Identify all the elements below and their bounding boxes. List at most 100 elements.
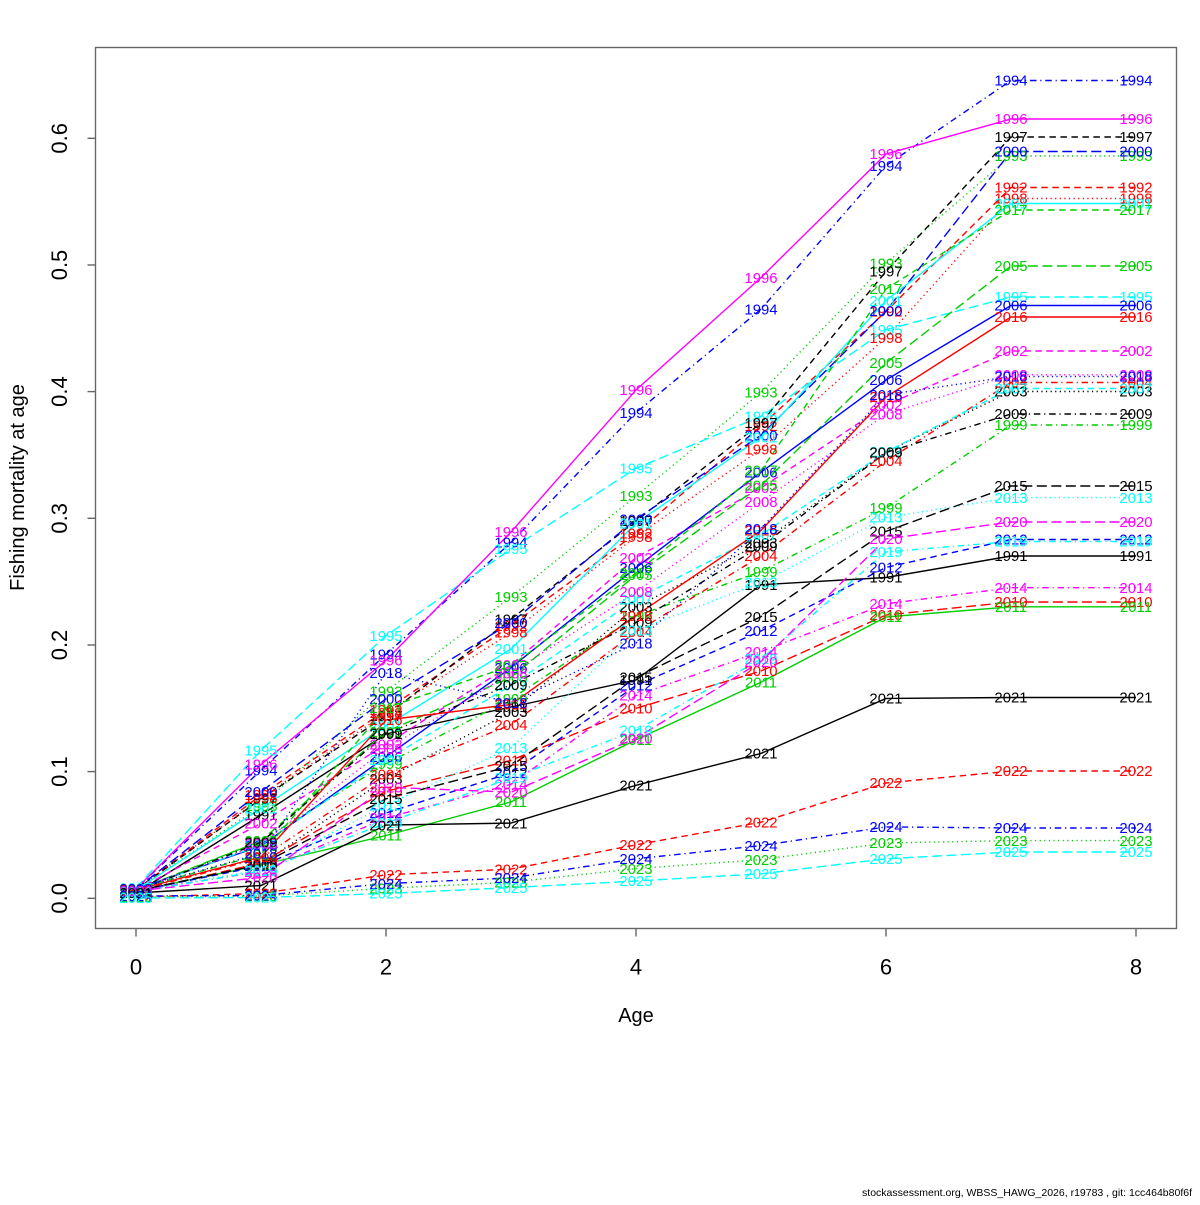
svg-text:2004: 2004 [994, 376, 1027, 392]
svg-text:2023: 2023 [369, 882, 402, 898]
svg-text:2023: 2023 [1119, 834, 1152, 850]
svg-text:2025: 2025 [1119, 845, 1152, 861]
svg-text:2009: 2009 [744, 539, 777, 555]
svg-text:2015: 2015 [869, 525, 902, 541]
svg-text:2014: 2014 [494, 778, 527, 794]
svg-text:2018: 2018 [494, 696, 527, 712]
svg-text:2012: 2012 [619, 679, 652, 695]
svg-text:1996: 1996 [869, 147, 902, 163]
svg-text:0.6: 0.6 [47, 123, 72, 154]
svg-text:2013: 2013 [369, 798, 402, 814]
svg-text:2014: 2014 [869, 597, 902, 613]
svg-text:1993: 1993 [744, 386, 777, 402]
svg-text:1998: 1998 [744, 442, 777, 458]
svg-text:2022: 2022 [244, 887, 277, 903]
svg-text:2002: 2002 [744, 481, 777, 497]
svg-text:2021: 2021 [1119, 691, 1152, 707]
svg-text:2004: 2004 [369, 768, 402, 784]
svg-text:1995: 1995 [244, 743, 277, 759]
svg-text:1993: 1993 [619, 489, 652, 505]
svg-text:2022: 2022 [369, 868, 402, 884]
svg-text:0.0: 0.0 [47, 883, 72, 914]
svg-text:1995: 1995 [494, 542, 527, 558]
svg-text:1992: 1992 [119, 883, 152, 899]
svg-text:2002: 2002 [369, 738, 402, 754]
svg-text:2014: 2014 [369, 811, 402, 827]
svg-text:2006: 2006 [1119, 299, 1152, 315]
svg-text:2019: 2019 [744, 652, 777, 668]
svg-text:0.1: 0.1 [47, 756, 72, 787]
svg-text:1996: 1996 [1119, 112, 1152, 128]
svg-text:2005: 2005 [744, 479, 777, 495]
svg-text:2001: 2001 [1119, 197, 1152, 213]
svg-text:2011: 2011 [1120, 600, 1152, 616]
svg-text:1992: 1992 [619, 527, 652, 543]
svg-text:1994: 1994 [119, 882, 152, 898]
svg-text:2022: 2022 [494, 862, 527, 878]
svg-text:2005: 2005 [619, 568, 652, 584]
svg-text:2016: 2016 [619, 609, 652, 625]
svg-text:2019: 2019 [494, 771, 527, 787]
svg-text:2007: 2007 [619, 592, 652, 608]
svg-text:2025: 2025 [369, 887, 402, 903]
svg-text:2009: 2009 [119, 884, 152, 900]
svg-text:2014: 2014 [994, 581, 1027, 597]
svg-text:1995: 1995 [744, 410, 777, 426]
svg-text:2021: 2021 [619, 779, 652, 795]
svg-text:2006: 2006 [619, 561, 652, 577]
svg-text:1993: 1993 [1119, 149, 1152, 165]
svg-text:2015: 2015 [119, 884, 152, 900]
svg-text:2006: 2006 [994, 299, 1027, 315]
svg-text:2021: 2021 [994, 691, 1027, 707]
svg-text:2009: 2009 [994, 407, 1027, 423]
svg-text:2003: 2003 [244, 858, 277, 874]
svg-text:1992: 1992 [994, 181, 1027, 197]
svg-text:1997: 1997 [244, 792, 277, 808]
svg-text:2018: 2018 [619, 636, 652, 652]
svg-text:1991: 1991 [744, 578, 777, 594]
svg-text:2024: 2024 [494, 871, 527, 887]
svg-text:2018: 2018 [119, 882, 152, 898]
svg-text:2023: 2023 [744, 853, 777, 869]
svg-text:2016: 2016 [1119, 310, 1152, 326]
svg-text:2004: 2004 [1119, 376, 1152, 392]
svg-text:2001: 2001 [869, 294, 902, 310]
svg-text:2024: 2024 [369, 877, 402, 893]
svg-text:2003: 2003 [119, 885, 152, 901]
svg-text:1992: 1992 [369, 703, 402, 719]
svg-text:2009: 2009 [244, 836, 277, 852]
svg-text:2012: 2012 [119, 884, 152, 900]
svg-text:1999: 1999 [744, 565, 777, 581]
svg-text:1999: 1999 [119, 884, 152, 900]
svg-text:2006: 2006 [869, 373, 902, 389]
svg-text:1996: 1996 [244, 758, 277, 774]
svg-text:2020: 2020 [619, 731, 652, 747]
svg-text:2008: 2008 [119, 883, 152, 899]
svg-text:2022: 2022 [619, 838, 652, 854]
svg-text:2002: 2002 [494, 658, 527, 674]
svg-text:2002: 2002 [244, 817, 277, 833]
svg-text:1994: 1994 [494, 536, 527, 552]
svg-text:1997: 1997 [869, 265, 902, 281]
svg-text:Age: Age [618, 1005, 654, 1027]
svg-text:2001: 2001 [494, 642, 527, 658]
svg-text:2014: 2014 [244, 865, 277, 881]
svg-text:2019: 2019 [1119, 535, 1152, 551]
svg-text:2010: 2010 [994, 595, 1027, 611]
svg-text:2009: 2009 [369, 727, 402, 743]
svg-text:2023: 2023 [994, 834, 1027, 850]
svg-text:2006: 2006 [369, 750, 402, 766]
svg-text:1995: 1995 [369, 629, 402, 645]
svg-text:2010: 2010 [869, 608, 902, 624]
svg-text:2000: 2000 [869, 304, 902, 320]
svg-text:1994: 1994 [744, 302, 777, 318]
svg-text:1991: 1991 [494, 700, 527, 716]
svg-text:0.5: 0.5 [47, 250, 72, 281]
svg-text:2005: 2005 [494, 671, 527, 687]
svg-text:0.3: 0.3 [47, 503, 72, 534]
svg-text:2007: 2007 [244, 838, 277, 854]
svg-text:2002: 2002 [119, 883, 152, 899]
svg-text:2001: 2001 [994, 197, 1027, 213]
svg-text:2008: 2008 [244, 837, 277, 853]
svg-text:2021: 2021 [119, 886, 152, 902]
